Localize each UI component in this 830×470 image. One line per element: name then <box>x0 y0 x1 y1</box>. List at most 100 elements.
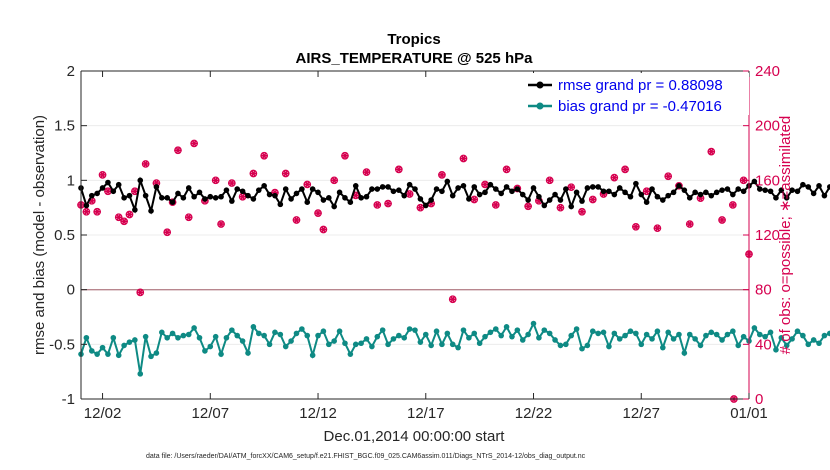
star-stroke <box>708 148 714 156</box>
series-point-bias <box>476 340 483 347</box>
series-point-rmse <box>196 189 203 196</box>
series-point-bias <box>487 329 494 336</box>
series-point-bias <box>563 341 569 348</box>
series-point-bias <box>223 334 230 341</box>
obs-assimilated-marker <box>664 172 672 180</box>
series-point-bias <box>126 339 133 345</box>
obs-assimilated-marker <box>416 204 424 212</box>
star-stroke <box>100 171 106 179</box>
series-point-bias <box>789 336 795 342</box>
series-point-rmse <box>282 186 289 192</box>
series-point-rmse <box>643 199 650 205</box>
star-stroke <box>460 154 466 162</box>
obs-assimilated-marker <box>174 146 182 154</box>
series-point-rmse <box>363 193 370 200</box>
series-point-bias <box>665 329 671 336</box>
obs-assimilated-marker <box>136 288 144 296</box>
star-stroke <box>132 187 138 195</box>
right-tick-label: 0 <box>755 391 763 408</box>
star-stroke <box>525 202 531 210</box>
series-point-bias <box>676 331 682 338</box>
series-point-rmse <box>266 191 273 198</box>
x-tick-label: 12/17 <box>407 405 445 422</box>
star-stroke <box>137 288 143 296</box>
star-stroke <box>504 165 510 173</box>
series-point-bias <box>137 371 144 377</box>
series-point-bias <box>627 328 634 335</box>
star-stroke <box>116 213 122 221</box>
series-point-bias <box>110 334 117 341</box>
series-point-bias <box>315 332 321 339</box>
series-point-bias <box>509 333 515 340</box>
left-tick-label: 1.5 <box>54 118 75 135</box>
series-point-bias <box>493 326 499 332</box>
series-point-bias <box>584 342 591 349</box>
series-point-bias <box>309 352 316 359</box>
series-point-rmse <box>239 188 246 195</box>
series-point-rmse <box>88 192 95 199</box>
series-point-rmse <box>503 184 510 190</box>
series-point-rmse <box>789 187 795 193</box>
star-stroke <box>261 152 267 160</box>
series-point-rmse <box>261 183 267 189</box>
series-point-bias <box>816 340 822 347</box>
series-point-rmse <box>584 185 591 191</box>
series-point-rmse <box>417 196 424 202</box>
series-point-bias <box>320 328 327 335</box>
obs-assimilated-marker <box>120 217 128 225</box>
left-tick-label: 0 <box>67 282 75 299</box>
series-point-rmse <box>159 195 165 201</box>
series-point-bias <box>633 330 639 337</box>
series-point-rmse <box>142 192 149 199</box>
series-point-bias <box>379 327 386 333</box>
series-point-rmse <box>132 207 138 213</box>
series-point-rmse <box>579 198 585 204</box>
series-point-bias <box>611 330 618 337</box>
series-point-bias <box>239 338 246 344</box>
star-stroke <box>622 165 628 173</box>
obs-assimilated-marker <box>341 152 349 160</box>
star-stroke <box>121 217 127 225</box>
x-tick-label: 12/27 <box>622 405 660 422</box>
series-point-bias <box>207 343 214 350</box>
y-axis-label-left: rmse and bias (model - observation) <box>31 115 48 355</box>
obs-assimilated-marker <box>212 176 220 184</box>
legend-marker-bias <box>536 102 544 110</box>
star-stroke <box>439 171 445 179</box>
star-stroke <box>385 200 391 208</box>
series-point-bias <box>417 339 424 345</box>
series-point-rmse <box>347 199 354 205</box>
series-point-rmse <box>331 203 337 210</box>
series-point-rmse <box>487 181 494 188</box>
series-point-bias <box>449 341 456 348</box>
series-point-bias <box>595 330 601 337</box>
obs-assimilated-marker <box>621 165 629 173</box>
series-point-bias <box>670 336 677 342</box>
series-point-rmse <box>218 193 224 200</box>
star-stroke <box>590 195 596 203</box>
series-point-rmse <box>169 199 176 205</box>
series-point-bias <box>525 331 531 338</box>
series-point-bias <box>401 334 408 341</box>
series-point-rmse <box>288 196 294 202</box>
series-point-rmse <box>379 184 386 190</box>
star-stroke <box>654 224 660 232</box>
series-point-rmse <box>207 193 214 200</box>
series-point-rmse <box>191 193 197 200</box>
series-point-rmse <box>514 186 521 192</box>
series-point-rmse <box>401 192 408 199</box>
series-point-rmse <box>654 193 661 200</box>
left-tick-label: -0.5 <box>49 336 75 353</box>
series-point-bias <box>121 342 127 349</box>
series-point-rmse <box>686 195 693 201</box>
series-point-bias <box>713 331 720 338</box>
series-point-rmse <box>600 188 607 195</box>
series-point-rmse <box>476 191 483 198</box>
series-point-rmse <box>153 184 160 190</box>
series-point-rmse <box>277 201 284 208</box>
star-stroke <box>547 176 553 184</box>
series-point-rmse <box>633 180 639 187</box>
series-point-bias <box>778 334 785 341</box>
series-point-bias <box>261 332 267 339</box>
obs-assimilated-marker <box>632 223 640 231</box>
